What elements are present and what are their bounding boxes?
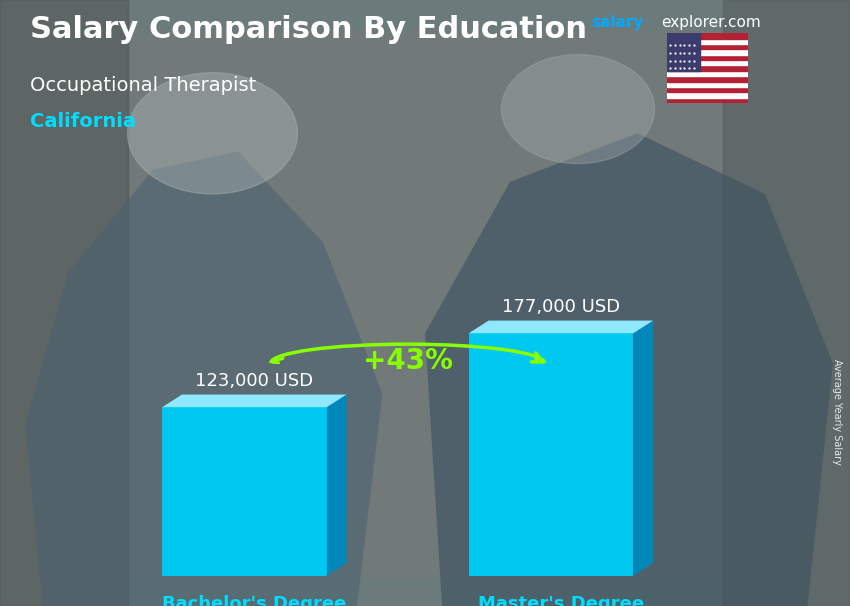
Bar	[722, 0, 850, 606]
Bar	[667, 98, 748, 103]
Polygon shape	[425, 133, 833, 606]
Bar	[667, 71, 748, 76]
Bar	[0, 0, 128, 606]
Bar	[667, 60, 748, 65]
Text: Occupational Therapist: Occupational Therapist	[30, 76, 256, 95]
Polygon shape	[633, 321, 653, 576]
Bar	[667, 65, 748, 71]
Circle shape	[502, 55, 654, 164]
Bar	[667, 33, 700, 71]
Text: Average Yearly Salary: Average Yearly Salary	[832, 359, 842, 465]
Bar	[667, 50, 748, 55]
Text: Master's Degree: Master's Degree	[478, 594, 644, 606]
Polygon shape	[162, 407, 326, 576]
Text: Bachelor's Degree: Bachelor's Degree	[162, 594, 347, 606]
Polygon shape	[26, 152, 383, 606]
Bar	[667, 39, 748, 44]
Polygon shape	[469, 333, 633, 576]
Text: Salary Comparison By Education: Salary Comparison By Education	[30, 15, 586, 44]
Circle shape	[128, 73, 298, 194]
Bar	[128, 30, 722, 576]
Bar	[667, 44, 748, 50]
Bar	[667, 76, 748, 82]
Polygon shape	[162, 395, 347, 407]
Bar	[667, 92, 748, 98]
Bar	[667, 55, 748, 60]
Polygon shape	[326, 395, 347, 576]
Text: explorer.com: explorer.com	[661, 15, 761, 30]
Text: 177,000 USD: 177,000 USD	[502, 298, 620, 316]
Bar	[667, 82, 748, 87]
Text: salary: salary	[591, 15, 643, 30]
Text: California: California	[30, 112, 136, 131]
Bar	[667, 87, 748, 92]
Polygon shape	[469, 321, 653, 333]
Bar	[667, 33, 748, 39]
Text: +43%: +43%	[363, 347, 452, 375]
Text: 123,000 USD: 123,000 USD	[196, 372, 314, 390]
